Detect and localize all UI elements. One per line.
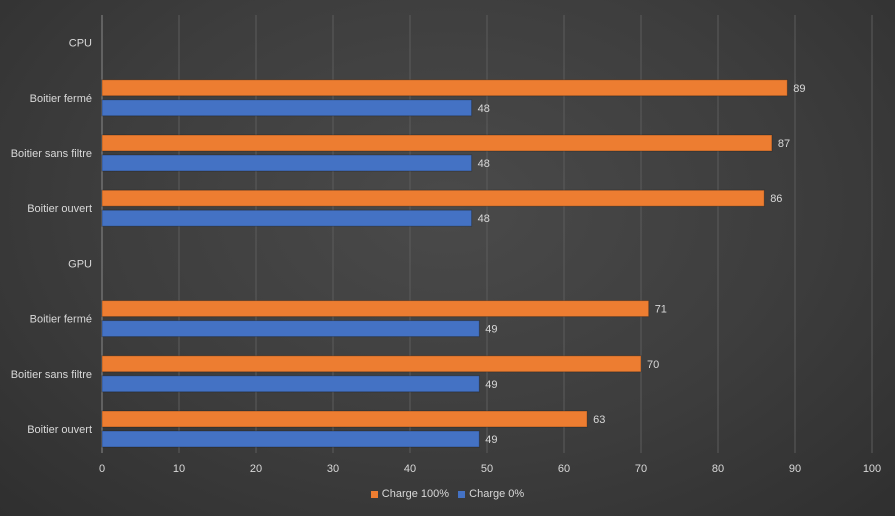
bar	[101, 355, 642, 373]
data-label: 70	[647, 359, 659, 371]
bar	[101, 79, 788, 97]
bar	[101, 209, 473, 227]
bar	[101, 410, 588, 428]
x-tick-label: 40	[404, 463, 416, 475]
legend-label-charge-0: Charge 0%	[469, 488, 525, 500]
x-tick-label: 50	[481, 463, 493, 475]
legend-swatch-charge-100	[370, 490, 378, 498]
x-tick-label: 60	[558, 463, 570, 475]
x-tick-label: 90	[789, 463, 801, 475]
category-label: Boitier ouvert	[27, 424, 92, 436]
x-tick-label: 80	[712, 463, 724, 475]
category-label: Boitier ouvert	[27, 203, 92, 215]
group-label: GPU	[68, 258, 92, 270]
bar	[101, 375, 480, 393]
data-label: 63	[593, 414, 605, 426]
data-label: 48	[478, 213, 490, 225]
bar	[101, 99, 473, 117]
data-label: 49	[485, 379, 497, 391]
legend-label-charge-100: Charge 100%	[381, 488, 450, 500]
bar	[101, 430, 480, 448]
category-label: Boitier fermé	[30, 314, 92, 326]
data-label: 71	[655, 304, 667, 316]
x-tick-label: 70	[635, 463, 647, 475]
legend: Charge 100% Charge 0%	[0, 488, 895, 501]
data-label: 86	[770, 193, 782, 205]
data-label: 48	[478, 103, 490, 115]
bar	[101, 154, 473, 172]
category-label: Boitier sans filtre	[11, 369, 92, 381]
category-label: Boitier sans filtre	[11, 148, 92, 160]
data-label: 89	[793, 83, 805, 95]
data-label: 49	[485, 434, 497, 446]
x-tick-label: 10	[173, 463, 185, 475]
bar	[101, 320, 480, 338]
x-tick-label: 100	[863, 463, 881, 475]
legend-item-charge-100: Charge 100%	[370, 488, 450, 500]
data-label: 48	[478, 158, 490, 170]
x-tick-label: 20	[250, 463, 262, 475]
bar	[101, 300, 650, 318]
x-tick-label: 30	[327, 463, 339, 475]
category-label: Boitier fermé	[30, 93, 92, 105]
data-label: 49	[485, 324, 497, 336]
group-label: CPU	[69, 38, 92, 50]
data-label: 87	[778, 138, 790, 150]
bar	[101, 134, 773, 152]
legend-swatch-charge-0	[458, 490, 466, 498]
x-tick-label: 0	[99, 463, 105, 475]
bar	[101, 189, 765, 207]
legend-item-charge-0: Charge 0%	[458, 488, 524, 500]
